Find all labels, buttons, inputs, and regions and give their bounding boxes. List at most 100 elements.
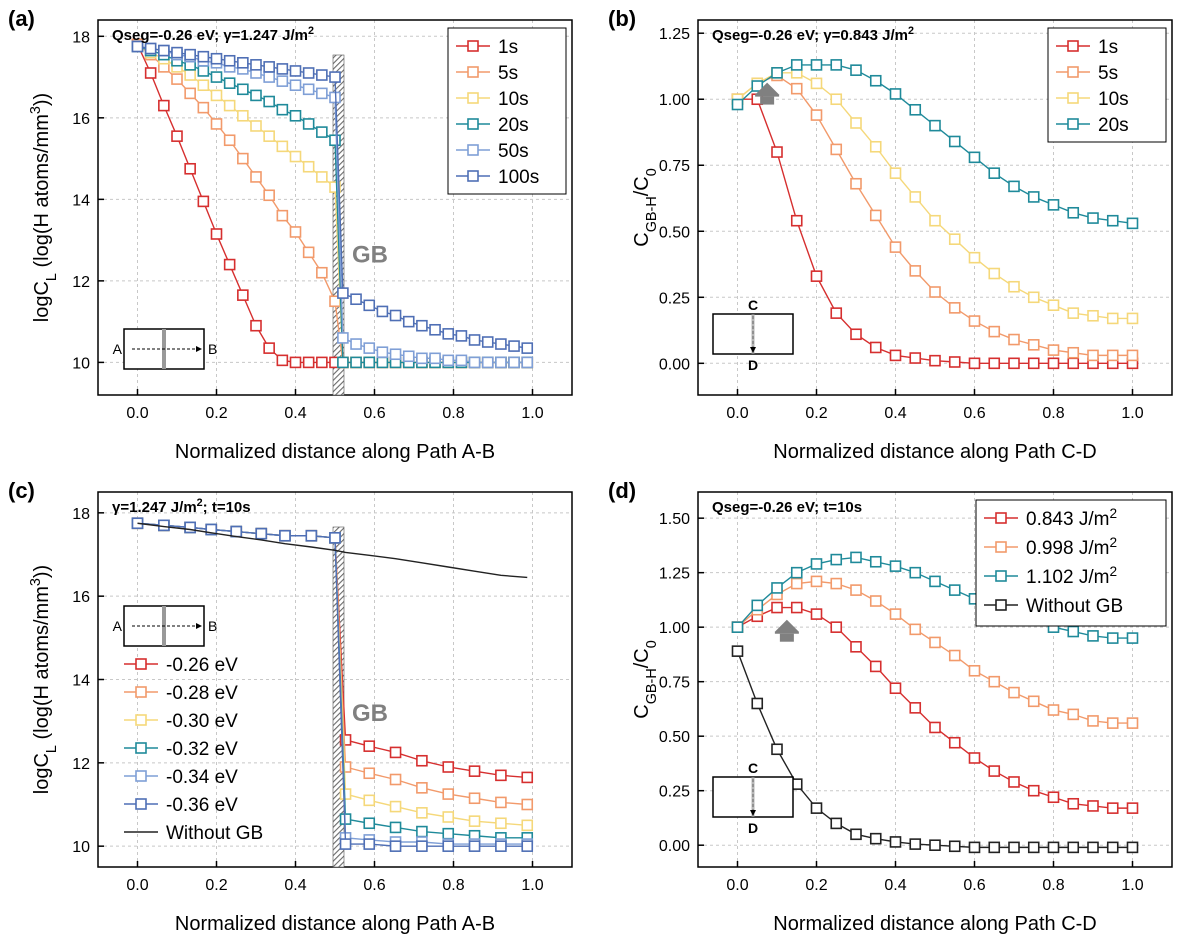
data-point bbox=[197, 79, 210, 92]
data-point bbox=[889, 241, 902, 253]
data-point bbox=[1027, 357, 1040, 370]
data-point bbox=[1087, 800, 1099, 812]
data-point bbox=[495, 338, 507, 350]
series-7 bbox=[137, 522, 528, 579]
data-point bbox=[988, 765, 1001, 777]
data-point bbox=[495, 840, 507, 852]
data-point bbox=[237, 83, 249, 96]
legend-label: 100s bbox=[498, 167, 539, 188]
data-point bbox=[1027, 695, 1040, 708]
data-point bbox=[337, 332, 349, 344]
legend-marker bbox=[995, 541, 1007, 553]
data-point bbox=[389, 800, 402, 813]
y-axis-label: logCL (log(H atoms/mm3)) bbox=[28, 93, 60, 322]
data-point bbox=[495, 817, 507, 830]
data-point bbox=[210, 71, 223, 83]
data-point bbox=[810, 608, 823, 620]
y-tick-label: 16 bbox=[72, 111, 90, 128]
legend-item: 0.843 J/m2 bbox=[984, 506, 1117, 530]
x-tick-label: 0.6 bbox=[963, 877, 985, 894]
data-point bbox=[144, 67, 157, 79]
y-tick-label: 0.25 bbox=[659, 290, 690, 307]
data-point bbox=[948, 584, 961, 596]
y-tick-label: 0.50 bbox=[659, 729, 690, 746]
legend-item: -0.36 eV bbox=[124, 795, 238, 816]
series-6 bbox=[131, 517, 534, 852]
legend-label: -0.36 eV bbox=[166, 795, 238, 816]
gb-label: GB bbox=[352, 700, 388, 727]
y-tick-label: 12 bbox=[72, 274, 90, 291]
legend: 0.843 J/m2 0.998 J/m2 1.102 J/m2 Without GB bbox=[975, 499, 1167, 627]
data-point bbox=[850, 328, 862, 341]
legend-label: -0.34 eV bbox=[166, 767, 238, 788]
data-point bbox=[416, 840, 428, 852]
y-tick-label: 0.00 bbox=[659, 838, 690, 855]
data-point bbox=[389, 773, 402, 786]
data-point bbox=[1106, 349, 1119, 362]
data-point bbox=[1087, 309, 1099, 322]
panel-label: (a) bbox=[8, 6, 35, 31]
data-point bbox=[771, 601, 783, 614]
legend-label: 0.998 J/m2 bbox=[1026, 535, 1117, 560]
legend-label: Without GB bbox=[166, 823, 263, 844]
data-point bbox=[337, 287, 349, 299]
inset-start-label: C bbox=[748, 297, 758, 313]
data-point bbox=[442, 788, 455, 800]
data-point bbox=[329, 532, 341, 544]
data-point bbox=[468, 765, 481, 777]
data-point bbox=[869, 341, 882, 354]
data-point bbox=[810, 270, 823, 282]
data-point bbox=[968, 664, 981, 677]
data-point bbox=[276, 75, 289, 87]
data-point bbox=[442, 811, 455, 823]
data-point bbox=[869, 209, 882, 222]
legend: -0.26 eV -0.28 eV -0.30 eV -0.32 eV -0.34 eV… bbox=[124, 655, 263, 844]
data-point bbox=[810, 59, 823, 71]
y-tick-label: 12 bbox=[72, 756, 90, 773]
data-point bbox=[850, 828, 862, 841]
legend-label: Without GB bbox=[1026, 596, 1123, 617]
data-point bbox=[197, 101, 210, 114]
data-point bbox=[350, 338, 362, 350]
data-point bbox=[276, 354, 289, 367]
data-point bbox=[909, 702, 922, 714]
data-point bbox=[1047, 299, 1060, 312]
legend-label: -0.26 eV bbox=[166, 655, 238, 676]
data-point bbox=[468, 792, 481, 805]
data-point bbox=[263, 189, 275, 202]
data-point bbox=[948, 840, 961, 853]
data-point bbox=[350, 293, 362, 306]
data-point bbox=[223, 99, 236, 112]
data-point bbox=[289, 109, 302, 122]
data-point bbox=[363, 356, 376, 369]
data-point bbox=[1106, 632, 1119, 644]
data-point bbox=[237, 56, 249, 69]
data-point bbox=[376, 346, 389, 359]
data-point bbox=[184, 48, 196, 61]
data-point bbox=[929, 354, 941, 367]
data-point bbox=[869, 660, 882, 673]
data-point bbox=[850, 551, 862, 564]
x-tick-label: 0.8 bbox=[1042, 405, 1064, 422]
data-point bbox=[1008, 841, 1020, 854]
data-point bbox=[302, 356, 315, 369]
data-point bbox=[289, 65, 302, 77]
data-point bbox=[363, 817, 376, 830]
x-tick-label: 0.8 bbox=[1042, 877, 1064, 894]
data-point bbox=[223, 258, 236, 271]
data-point bbox=[184, 162, 196, 175]
x-tick-label: 0.0 bbox=[726, 877, 748, 894]
data-point bbox=[1027, 784, 1040, 797]
data-point bbox=[263, 61, 275, 73]
data-point bbox=[948, 135, 961, 148]
legend-marker bbox=[1067, 92, 1079, 104]
data-point bbox=[948, 302, 961, 314]
data-point bbox=[250, 59, 262, 71]
data-point bbox=[889, 88, 902, 100]
data-point bbox=[389, 840, 402, 852]
data-point bbox=[481, 336, 494, 348]
data-point bbox=[263, 71, 275, 83]
data-point bbox=[376, 356, 389, 369]
legend-marker bbox=[467, 92, 479, 104]
data-point bbox=[389, 746, 402, 759]
